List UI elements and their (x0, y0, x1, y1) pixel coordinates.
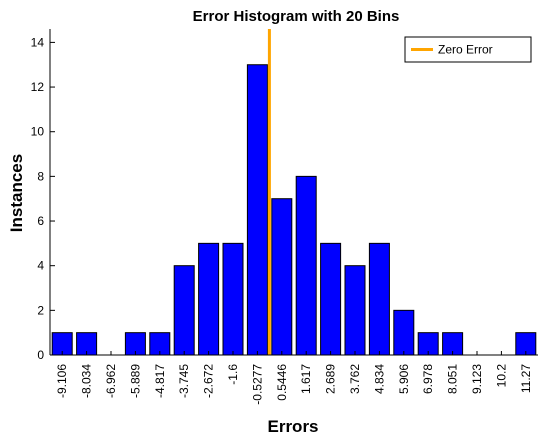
bar (173, 265, 195, 356)
x-axis-label: Errors (267, 417, 318, 436)
x-tick-label: -8.034 (80, 364, 94, 398)
x-tick-label: -0.5277 (250, 364, 264, 405)
x-tick-label: -5.889 (128, 364, 142, 398)
x-tick-label: 11.27 (519, 364, 533, 393)
x-tick-label: 4.834 (372, 364, 386, 394)
x-tick-label: 2.689 (324, 364, 338, 394)
y-axis-label: Instances (7, 154, 26, 232)
x-tick-label: 3.762 (348, 364, 362, 394)
plot-area: 0 2 4 6 8 10 12 14 -9.106 -8.034 -6.962 -5.889 -4.81… (31, 29, 538, 405)
x-tick-label: 0.5446 (275, 364, 289, 401)
y-tick-label: 8 (37, 169, 44, 183)
x-tick-label: -3.745 (177, 364, 191, 398)
bar (246, 64, 268, 356)
x-tick-label: -2.672 (202, 364, 216, 398)
bar (320, 242, 342, 356)
x-tick-label: 9.123 (470, 364, 484, 394)
legend-label: Zero Error (438, 43, 493, 57)
bar (295, 175, 317, 356)
x-tick-label: 6.978 (421, 364, 435, 394)
y-tick-label: 10 (31, 125, 45, 139)
bar (368, 242, 390, 356)
x-tick-label: 5.906 (397, 364, 411, 394)
y-tick-label: 0 (37, 348, 44, 362)
chart-title: Error Histogram with 20 Bins (193, 8, 400, 25)
y-tick-label: 12 (31, 80, 45, 94)
x-tick-label: 8.051 (446, 364, 460, 394)
y-tick-label: 4 (37, 259, 44, 273)
x-tick-label: -6.962 (104, 364, 118, 398)
x-tick-label: 1.617 (299, 364, 313, 394)
y-tick-label: 14 (31, 35, 45, 49)
bar (222, 242, 244, 356)
bar (271, 198, 293, 356)
bar (344, 265, 366, 356)
x-tick-label: 10.2 (494, 364, 508, 388)
bar (393, 309, 415, 356)
x-tick-label: -1.6 (226, 364, 240, 385)
y-tick-label: 6 (37, 214, 44, 228)
y-tick-label: 2 (37, 303, 44, 317)
x-tick-label: -9.106 (55, 364, 69, 398)
x-tick-label: -4.817 (153, 364, 167, 398)
bar (198, 242, 220, 356)
